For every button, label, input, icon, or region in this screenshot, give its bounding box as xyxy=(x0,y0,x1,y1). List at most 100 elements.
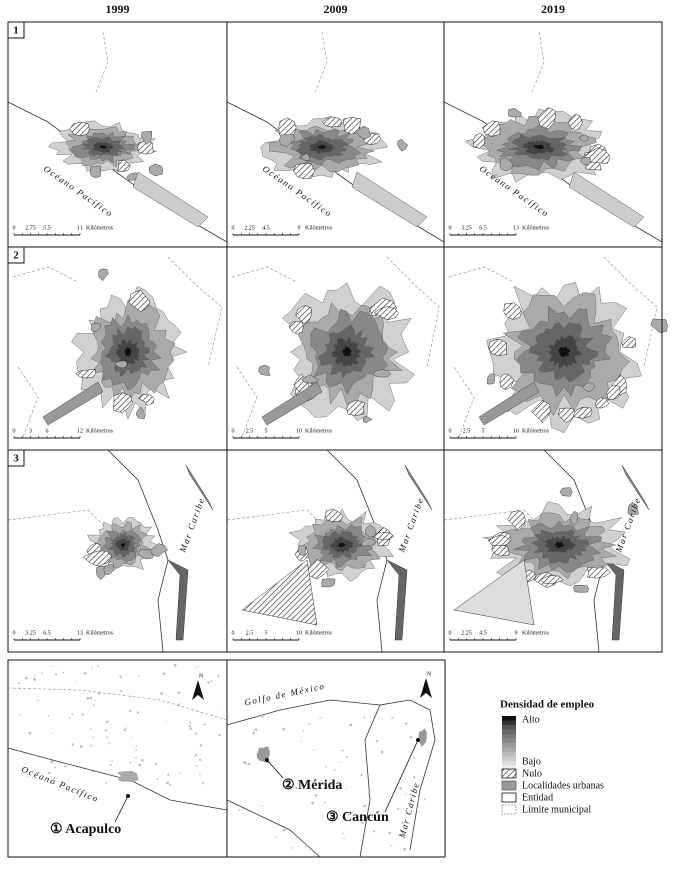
locality-dot xyxy=(173,663,177,667)
density-swatch xyxy=(502,729,516,734)
year-header: 1999 xyxy=(106,2,130,16)
locality-dot xyxy=(154,762,158,765)
locality-dot xyxy=(311,801,314,805)
locality-dot xyxy=(218,733,221,737)
legend-item: Localidades urbanas xyxy=(522,780,604,791)
null-area xyxy=(82,550,113,567)
locality-dot xyxy=(367,791,370,794)
locality-dot xyxy=(363,716,366,719)
locality-dot xyxy=(129,761,132,764)
locality-dot xyxy=(135,757,137,759)
null-area xyxy=(138,393,155,406)
null-area xyxy=(507,510,526,532)
urban-locality xyxy=(372,369,392,378)
legend-swatch xyxy=(501,804,517,815)
island xyxy=(185,464,214,511)
locality-dot xyxy=(334,776,336,778)
city-dot xyxy=(265,758,269,762)
pointer xyxy=(114,795,129,823)
scale-label: 0 xyxy=(449,225,452,231)
locality-dot xyxy=(346,756,349,758)
scale-label: 3.25 xyxy=(461,225,472,231)
locality-dot xyxy=(188,725,191,728)
locality-dot xyxy=(54,766,57,769)
row-number: 2 xyxy=(13,250,19,262)
legend: Densidad de empleo Alto BajoNuloLocalidade… xyxy=(500,699,604,816)
locality-dot xyxy=(81,713,84,716)
locality-dot xyxy=(135,745,137,748)
null-area xyxy=(295,305,312,325)
locality-dot xyxy=(319,717,321,719)
locality-dot xyxy=(360,773,363,776)
locality-dot xyxy=(295,786,298,789)
null-area xyxy=(606,384,621,400)
municipal-boundary xyxy=(386,256,440,368)
null-area xyxy=(69,121,90,137)
locality-dot xyxy=(390,844,393,847)
municipal-boundary xyxy=(7,509,109,531)
locality-dot xyxy=(397,807,400,810)
urban-locality xyxy=(499,157,514,172)
density-area xyxy=(341,346,353,358)
scale-label: 2.25 xyxy=(461,630,472,636)
scale-label: 0 xyxy=(449,630,452,636)
locality-dot xyxy=(123,728,126,732)
city-label: ③ Cancún xyxy=(326,810,389,825)
locality-dot xyxy=(136,711,140,714)
locality-dot xyxy=(413,776,416,779)
null-area xyxy=(472,133,486,149)
locality-dot xyxy=(201,782,204,785)
density-swatch xyxy=(502,738,516,743)
scale-label: 10 xyxy=(296,428,302,434)
density-area xyxy=(337,541,346,549)
urban-locality xyxy=(627,501,639,516)
null-area xyxy=(482,120,501,137)
density-swatch xyxy=(502,761,516,766)
locality-dot xyxy=(90,728,92,731)
locality-dot xyxy=(252,731,256,735)
locality-dot xyxy=(106,736,108,739)
island xyxy=(404,464,433,511)
locality-dot xyxy=(380,750,384,754)
density-area xyxy=(98,144,108,150)
urban-locality xyxy=(98,268,109,282)
urban-locality xyxy=(582,382,596,392)
urban-locality xyxy=(486,373,496,385)
urban-locality xyxy=(508,108,522,118)
locality-dot xyxy=(361,821,364,825)
hotel-zone xyxy=(603,559,625,641)
locality-dot xyxy=(27,775,29,778)
scale-label: 13 xyxy=(513,225,519,231)
null-area xyxy=(112,392,133,414)
scale-unit: Kilómetros xyxy=(86,630,114,636)
locality-dot xyxy=(217,675,220,678)
sea-label: Mar Caribe xyxy=(613,496,642,555)
locality-dot xyxy=(33,678,36,681)
state-boundary xyxy=(226,799,321,858)
locality-dot xyxy=(51,665,54,667)
locality-dot xyxy=(194,754,198,757)
scale-label: 9 xyxy=(515,630,518,636)
density-swatch xyxy=(502,756,516,761)
locality-dot xyxy=(331,782,334,785)
legend-item: Nulo xyxy=(522,768,542,779)
map-panel: Mar Caribe 0 2.25 4.5 9 Kilómetros xyxy=(443,449,663,653)
locality-dot xyxy=(401,821,404,824)
map-panel: 0 2.5 5 10 Kilómetros xyxy=(226,246,445,451)
municipal-boundary xyxy=(95,31,109,93)
municipal-boundary xyxy=(167,256,223,368)
locality-dot xyxy=(218,706,220,708)
locality-dot xyxy=(195,764,198,767)
scale-label: 5 xyxy=(265,428,268,434)
locality-dot xyxy=(50,760,54,764)
locality-dot xyxy=(106,720,109,724)
null-area xyxy=(530,400,551,423)
locality-dot xyxy=(290,847,293,849)
municipal-boundary xyxy=(12,266,79,283)
urban-locality xyxy=(301,153,311,162)
density-area xyxy=(556,345,571,359)
null-area xyxy=(322,116,343,128)
scale-label: 0 xyxy=(232,428,235,434)
locality-dot xyxy=(166,781,169,785)
